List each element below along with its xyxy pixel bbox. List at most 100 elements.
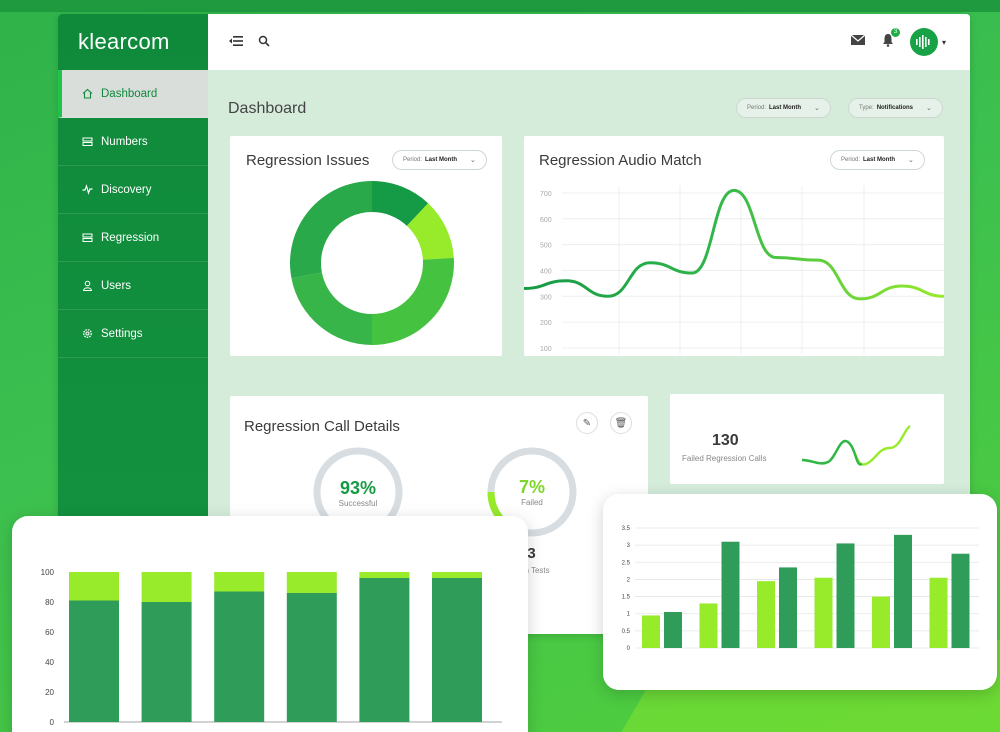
filter-value: Last Month <box>863 157 896 163</box>
home-icon <box>82 88 93 99</box>
donut-slice <box>291 272 372 345</box>
bar <box>814 577 833 648</box>
bar <box>894 534 912 648</box>
period-filter[interactable]: Period: Last Month ⌄ <box>736 98 831 118</box>
audio-match-card: Regression Audio Match Period: Last Mont… <box>524 136 944 356</box>
grouped-bar-panel: 0 0.5 1 1.5 2 2.5 3 3.5 <box>603 494 997 690</box>
bar <box>642 615 660 648</box>
bar <box>721 541 740 648</box>
y-tick-label: 1 <box>627 612 631 618</box>
notification-badge: 3 <box>890 27 900 37</box>
y-tick-label: 200 <box>540 320 552 327</box>
chevron-down-icon: ⌄ <box>470 157 476 164</box>
sidebar-item-label: Dashboard <box>101 87 158 100</box>
bell-icon[interactable]: 3 <box>882 27 900 52</box>
user-icon <box>82 280 93 291</box>
bar-segment <box>286 572 337 593</box>
bar-segment <box>359 572 410 578</box>
y-tick-label: 600 <box>540 217 552 224</box>
failed-percent: 7% <box>519 477 545 497</box>
type-filter[interactable]: Type: Notifications ⌄ <box>848 98 943 118</box>
failed-label: Failed <box>521 498 543 507</box>
y-tick-label: 0.5 <box>622 629 631 635</box>
partial-count-label: on Tests <box>520 566 550 575</box>
donut-slice <box>406 203 454 260</box>
failed-calls-value: 130 <box>712 432 739 449</box>
regression-issues-donut <box>290 181 454 345</box>
y-tick-label: 2.5 <box>622 560 631 566</box>
period-filter[interactable]: Period: Last Month ⌄ <box>392 150 487 170</box>
y-tick-label: 3 <box>627 543 631 549</box>
sidebar-item-numbers[interactable]: Numbers <box>58 118 208 166</box>
filter-value: Notifications <box>876 105 914 111</box>
y-tick-label: 700 <box>540 191 552 198</box>
donut-slice <box>372 257 454 345</box>
chevron-down-icon[interactable]: ▾ <box>941 37 946 47</box>
bar-segment <box>286 593 337 722</box>
bar-segment <box>141 602 192 722</box>
sidebar-item-discovery[interactable]: Discovery <box>58 166 208 214</box>
y-tick-label: 80 <box>45 598 54 607</box>
page-title: Dashboard <box>228 100 307 117</box>
bar <box>929 577 948 648</box>
chevron-down-icon: ⌄ <box>814 105 820 112</box>
audio-match-line-chart: 100 200 300 400 500 600 700 <box>524 186 944 354</box>
failed-calls-sparkline <box>801 425 911 466</box>
y-tick-label: 100 <box>540 346 552 353</box>
list-icon <box>82 136 93 147</box>
delete-icon[interactable]: 🗑 <box>610 412 632 434</box>
bar-segment <box>359 578 410 722</box>
sidebar-item-label: Settings <box>101 327 143 340</box>
y-tick-label: 400 <box>540 268 552 275</box>
y-tick-label: 60 <box>45 628 54 637</box>
sidebar-nav: Dashboard Numbers Discovery Regression Users… <box>58 70 208 358</box>
sidebar-item-users[interactable]: Users <box>58 262 208 310</box>
y-tick-label: 100 <box>41 568 55 577</box>
card-title: Regression Call Details <box>244 418 400 435</box>
sidebar-item-label: Discovery <box>101 183 152 196</box>
y-tick-label: 0 <box>627 646 631 652</box>
bar-segment <box>432 572 482 578</box>
y-tick-label: 1.5 <box>622 595 631 601</box>
avatar[interactable] <box>909 28 938 56</box>
list-icon <box>82 232 93 243</box>
sidebar-item-label: Users <box>101 279 132 292</box>
filter-label: Period: <box>747 105 767 111</box>
period-filter[interactable]: Period: Last Month ⌄ <box>830 150 925 170</box>
search-icon[interactable] <box>258 35 270 50</box>
chevron-down-icon: ⌄ <box>926 105 932 112</box>
success-percent: 93% <box>340 478 376 498</box>
sidebar-item-settings[interactable]: Settings <box>58 310 208 358</box>
bar-segment <box>432 578 482 722</box>
pulse-icon <box>82 184 93 195</box>
y-tick-label: 300 <box>540 294 552 301</box>
sidebar-item-dashboard[interactable]: Dashboard <box>58 70 208 118</box>
bar-segment <box>69 600 119 722</box>
y-tick-label: 500 <box>540 243 552 250</box>
failed-calls-label: Failed Regression Calls <box>682 454 767 463</box>
bar-segment <box>69 572 119 601</box>
sidebar-item-regression[interactable]: Regression <box>58 214 208 262</box>
y-tick-label: 3.5 <box>622 526 631 532</box>
chevron-down-icon: ⌄ <box>908 157 914 164</box>
filter-value: Last Month <box>425 157 458 163</box>
menu-toggle-icon[interactable] <box>228 34 244 50</box>
y-tick-label: 40 <box>45 658 54 667</box>
failed-calls-card: 130 Failed Regression Calls <box>670 394 944 484</box>
regression-issues-card: Regression Issues Period: Last Month ⌄ <box>230 136 502 356</box>
stacked-bar-panel: 0 20 40 60 80 100 <box>12 516 528 732</box>
success-label: Successful <box>339 499 378 508</box>
y-tick-label: 20 <box>45 688 54 697</box>
audio-match-line <box>524 188 944 301</box>
mail-icon[interactable] <box>850 33 866 51</box>
edit-icon[interactable]: ✎ <box>576 412 598 434</box>
bar <box>779 567 797 648</box>
bar-segment <box>214 591 265 722</box>
bar <box>757 581 775 648</box>
top-strip <box>0 0 1000 12</box>
card-title: Regression Audio Match <box>539 152 702 169</box>
card-title: Regression Issues <box>246 152 370 169</box>
bar <box>872 596 890 648</box>
bar-segment <box>214 572 265 592</box>
filter-label: Period: <box>403 157 423 163</box>
